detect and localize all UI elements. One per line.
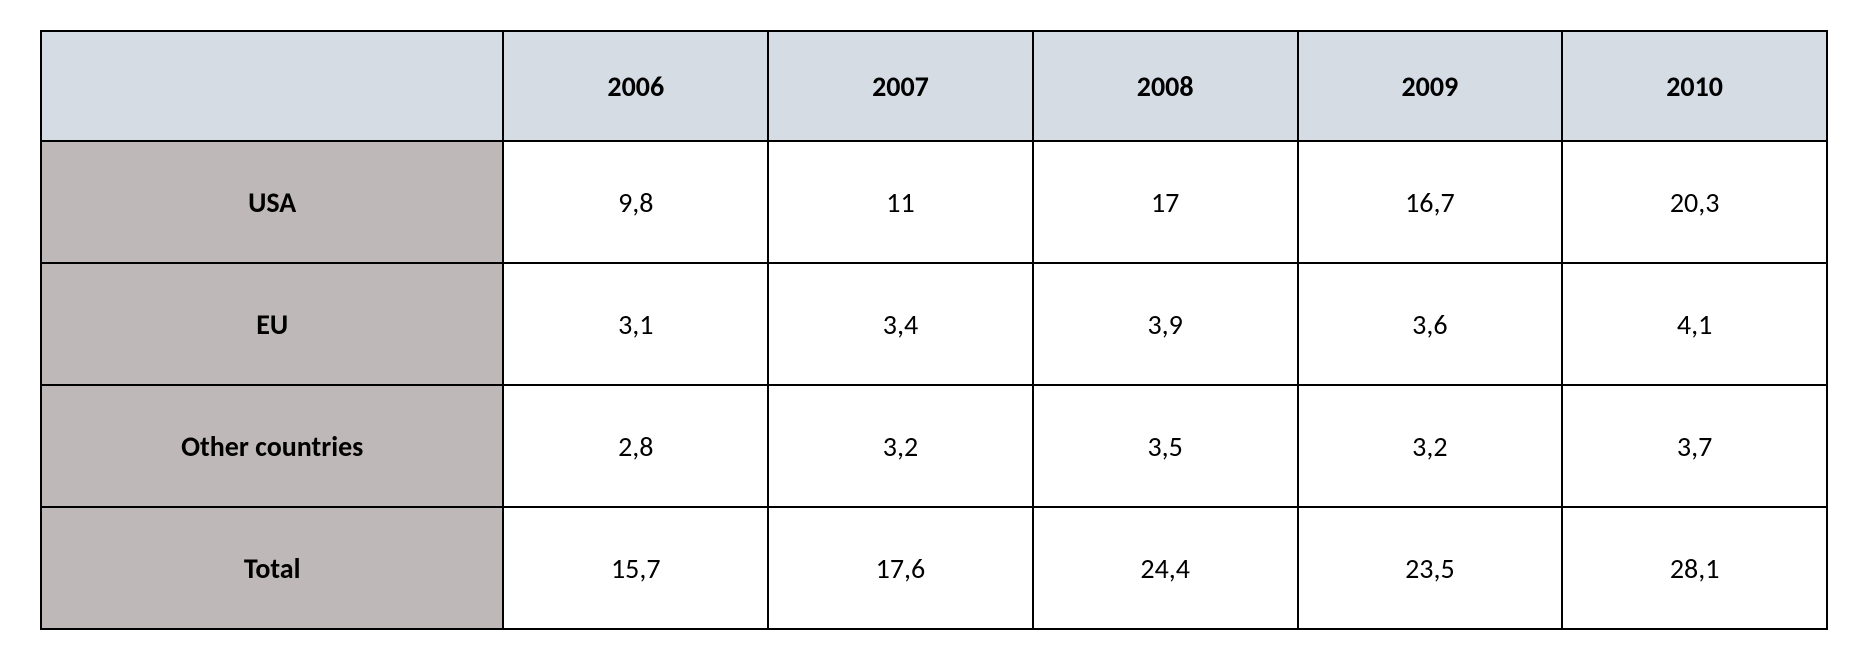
data-table: 2006 2007 2008 2009 2010 USA 9,8 11 17 1… — [40, 30, 1828, 630]
table-header-2007: 2007 — [768, 31, 1033, 141]
table-cell: 20,3 — [1562, 141, 1827, 263]
table-cell: 3,6 — [1298, 263, 1563, 385]
table-cell: 11 — [768, 141, 1033, 263]
row-label-other: Other countries — [41, 385, 503, 507]
table-cell: 3,2 — [768, 385, 1033, 507]
table-header-2009: 2009 — [1298, 31, 1563, 141]
table-cell: 3,5 — [1033, 385, 1298, 507]
table-header-2008: 2008 — [1033, 31, 1298, 141]
table-cell: 3,7 — [1562, 385, 1827, 507]
table-cell: 23,5 — [1298, 507, 1563, 629]
table-cell: 24,4 — [1033, 507, 1298, 629]
table-header-row: 2006 2007 2008 2009 2010 — [41, 31, 1827, 141]
table-cell: 9,8 — [503, 141, 768, 263]
table-cell: 3,1 — [503, 263, 768, 385]
row-label-total: Total — [41, 507, 503, 629]
table-header-2010: 2010 — [1562, 31, 1827, 141]
table-cell: 4,1 — [1562, 263, 1827, 385]
table-row: EU 3,1 3,4 3,9 3,6 4,1 — [41, 263, 1827, 385]
table-cell: 3,4 — [768, 263, 1033, 385]
row-label-eu: EU — [41, 263, 503, 385]
row-label-usa: USA — [41, 141, 503, 263]
table-corner-cell — [41, 31, 503, 141]
table-cell: 17 — [1033, 141, 1298, 263]
table-cell: 17,6 — [768, 507, 1033, 629]
table-cell: 3,2 — [1298, 385, 1563, 507]
table-cell: 2,8 — [503, 385, 768, 507]
table-cell: 28,1 — [1562, 507, 1827, 629]
table-cell: 15,7 — [503, 507, 768, 629]
table-header-2006: 2006 — [503, 31, 768, 141]
table-row: Total 15,7 17,6 24,4 23,5 28,1 — [41, 507, 1827, 629]
table-cell: 16,7 — [1298, 141, 1563, 263]
table-row: Other countries 2,8 3,2 3,5 3,2 3,7 — [41, 385, 1827, 507]
table-row: USA 9,8 11 17 16,7 20,3 — [41, 141, 1827, 263]
table-cell: 3,9 — [1033, 263, 1298, 385]
